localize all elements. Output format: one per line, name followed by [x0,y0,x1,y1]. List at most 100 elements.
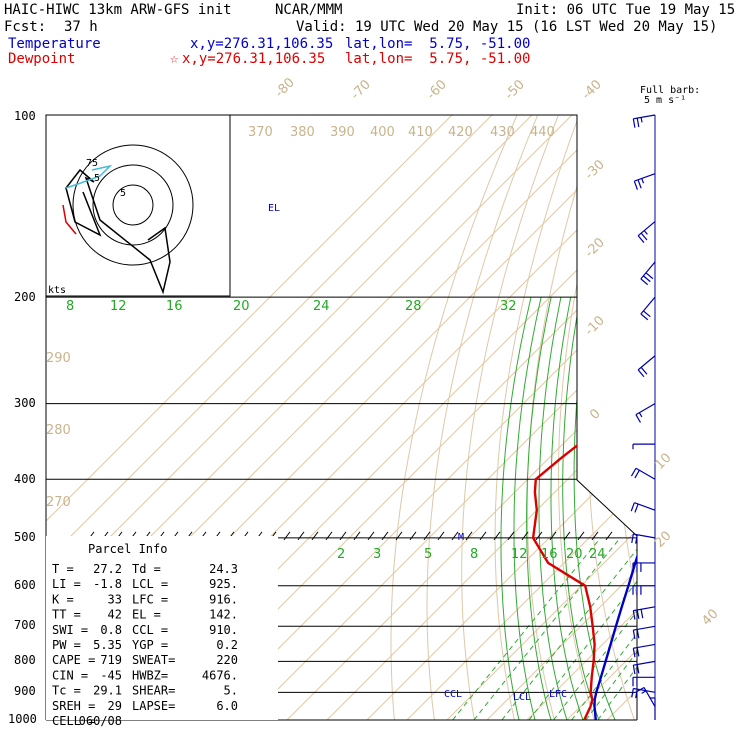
el-annotation: EL [268,203,280,214]
parcel-info-cell: 220 [216,653,238,667]
mixing-ratio-label: 8 [470,547,478,562]
mixing-ratio-label: 28 [405,299,422,314]
mixing-ratio-line [571,537,637,720]
ccl-annotation: CCL [444,689,462,700]
hatch-mark [577,531,585,541]
lfc-annotation: LFC [549,689,567,700]
isotherm-label: -20 [582,235,608,261]
parcel-info-cell: 33 [108,592,122,606]
hatch-mark [507,531,515,541]
hatch-mark [493,531,501,541]
wind-barb-flag [643,310,651,318]
wind-barb-flag [632,648,636,658]
pressure-label: 900 [14,684,36,698]
hatch-mark [535,531,543,541]
parcel-info-cell: T = [52,562,74,576]
wind-barb-flag [635,689,638,699]
isotherm-line [353,115,637,720]
parcel-info-cell: LCL = [132,577,168,591]
wind-barb-flag [633,180,638,190]
wind-barb-flag [641,178,645,184]
wind-barb-flag [640,232,648,241]
legend-temperature: Temperature [8,36,101,52]
parcel-info-cell: 5.35 [93,638,122,652]
isotherm-label: 20 [652,529,674,551]
wind-barb-flag [634,503,639,513]
parcel-info-cell: -1.8 [93,577,122,591]
wind-barb-flag [634,469,640,479]
wind-barb-flag [640,366,648,375]
parcel-info-cell: CCL = [132,623,168,637]
wind-barb [633,533,656,539]
mixing-ratio-label: 20 [233,299,250,314]
isotherm-line [46,115,561,720]
header-fcst-label: Fcst: [4,19,47,35]
parcel-info-cell: CAPE = [52,653,95,667]
profile-dewpoint [531,115,637,720]
hatch-mark [339,531,347,541]
wind-barb [633,625,656,631]
hatch-mark [605,531,613,541]
wind-barb [637,355,656,371]
parcel-info-title: Parcel Info [88,542,167,556]
isotherm-label: 10 [652,451,674,473]
parcel-info-cell: K = [52,592,74,606]
wind-barb-flag [636,664,640,674]
hodograph-ring [72,144,194,266]
parcel-info-cell: 719 [100,653,122,667]
mixing-ratio-label: 12 [511,547,528,562]
wind-barb-flag [636,629,640,639]
parcel-info-cell: 27.2 [93,562,122,576]
parcel-info-cell: YGP = [132,638,168,652]
theta-label: 290 [46,351,71,366]
isotherm-label: -60 [424,77,450,103]
hodograph-unit: kts [48,285,66,296]
dewpoint-xy: x,y=276.31,106.35 [182,51,326,67]
isotherm-line [513,115,637,720]
pressure-label: 800 [14,653,36,667]
temperature-latlon: lat,lon= 5.75, -51.00 [345,36,531,52]
hatch-mark [437,531,445,541]
dry-adiabat [526,115,601,720]
wind-barb-flag [631,533,634,544]
parcel-info-cell: 0.2 [216,638,238,652]
parcel-info-cell: 060/08 [79,714,122,728]
isotherm-label: -30 [582,157,608,183]
mixing-ratio-label: 32 [500,299,517,314]
wind-barb [633,114,656,120]
isotherm-line [674,87,740,733]
wind-barb-flag [640,117,643,123]
parcel-info-cell: CELL = [52,714,95,728]
wind-barb [635,467,656,480]
pressure-label: 200 [14,290,36,304]
parcel-info-cell: LFC = [132,592,168,606]
parcel-info-cell: 910. [209,623,238,637]
mixing-ratio-line [528,537,637,720]
wind-barb [633,606,656,612]
parcel-info-cell: 42 [108,608,122,622]
isotherm-line [473,115,637,720]
theta-label: 370 [248,125,273,140]
wind-barb [640,296,656,315]
pressure-label: 300 [14,396,36,410]
legend-dewpoint: Dewpoint [8,51,76,67]
dry-adiabat [726,115,740,733]
dry-adiabat [494,115,580,720]
hatch-mark [549,531,557,541]
hodograph [45,114,231,297]
parcel-info-cell: 29 [108,699,122,713]
isotherm-line [393,115,637,720]
wind-barb-flag [632,665,636,675]
hatch-mark [479,531,487,541]
isotherm-line [553,115,637,720]
hatch-mark [521,531,529,541]
hodograph-trace-upper [65,164,113,189]
wind-barb-flag [643,230,648,235]
isotherm-line [233,115,637,720]
header-fcst-value: 37 h [64,19,98,35]
isotherm-line [714,87,740,733]
wind-barb-flag [636,609,640,619]
hodograph-ring-label: 5 [94,173,100,184]
